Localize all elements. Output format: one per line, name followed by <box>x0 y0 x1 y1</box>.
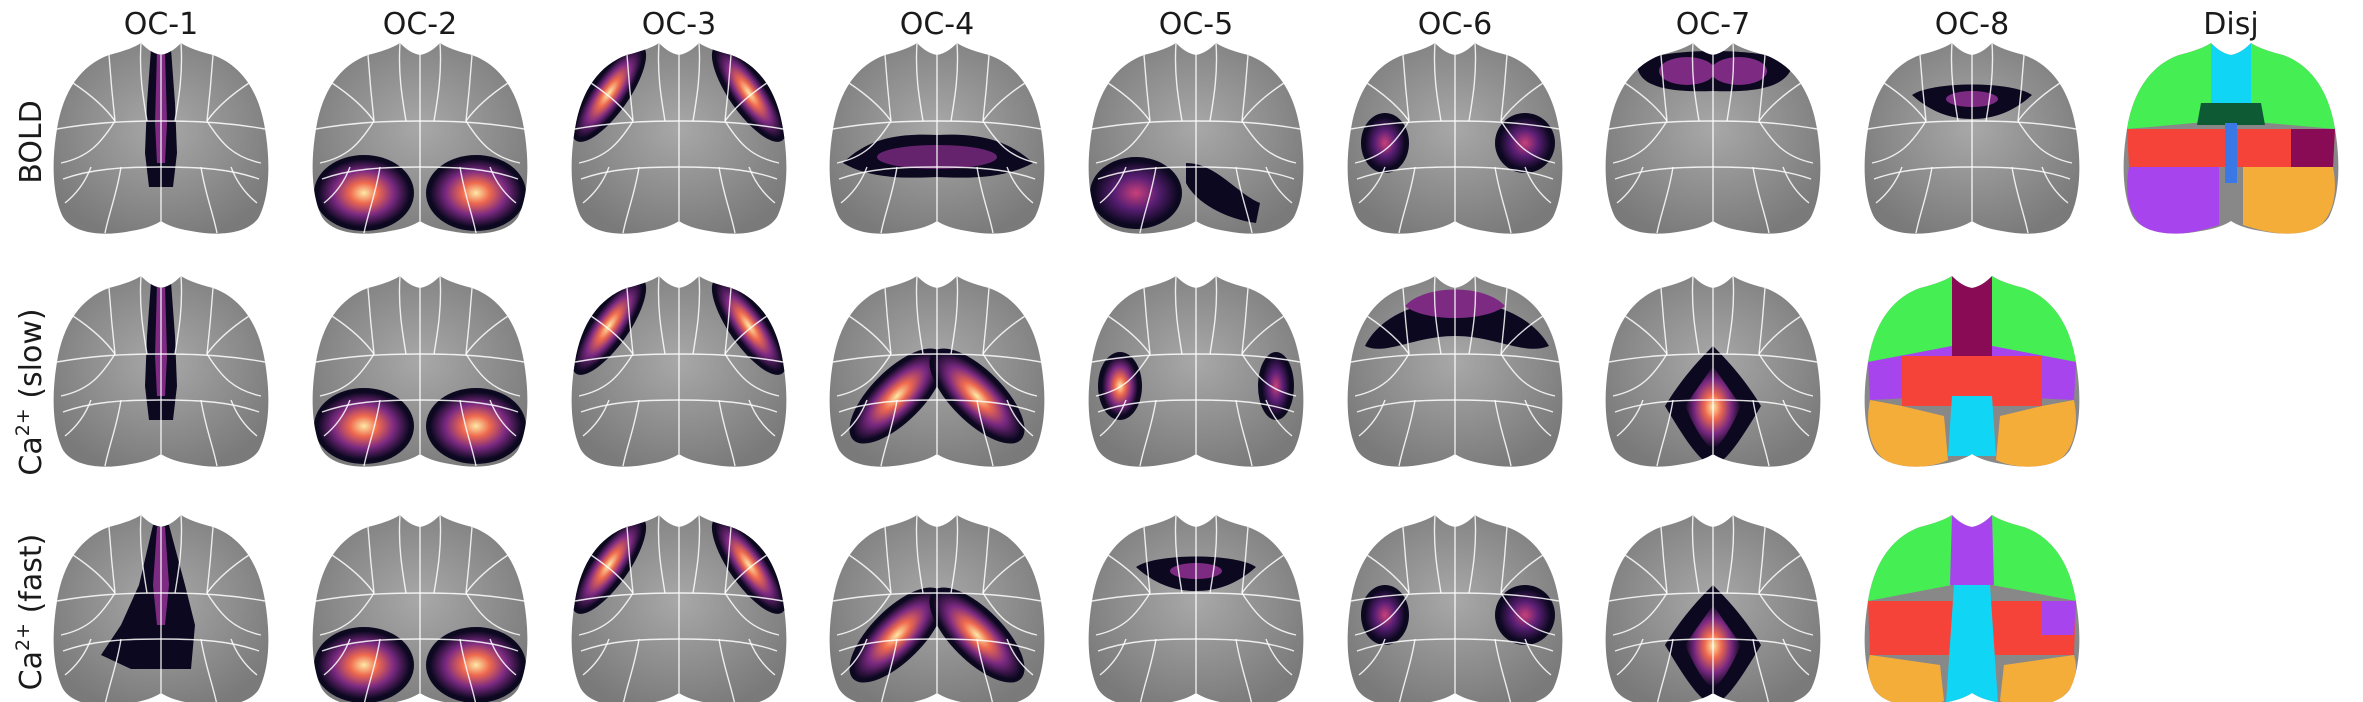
column-title-oc-4: OC-4 <box>900 7 974 42</box>
row-label-ca-fast-main: Ca <box>14 651 49 690</box>
component-map <box>1350 515 1560 702</box>
column-title-oc-1: OC-1 <box>124 7 198 42</box>
brain-map-r3-c8 <box>1864 515 2080 702</box>
component-map <box>2127 43 2335 234</box>
component-map <box>56 43 266 234</box>
brain-map-r3-c6 <box>1347 515 1563 702</box>
component-map <box>314 515 526 702</box>
row-label-ca-fast-sup: 2+ <box>12 623 34 651</box>
component-map <box>1091 276 1301 467</box>
component-map <box>1350 43 1560 234</box>
column-title-disj: Disj <box>2203 7 2258 42</box>
column-title-oc-2: OC-2 <box>383 7 457 42</box>
brain-map-r2-c7 <box>1605 276 1821 467</box>
brain-map-r1-c3 <box>571 43 787 234</box>
component-map <box>832 43 1042 234</box>
component-map <box>832 276 1042 467</box>
brain-map-r2-c5 <box>1088 276 1304 467</box>
column-title-oc-3: OC-3 <box>642 7 716 42</box>
brain-map-r1-c6 <box>1347 43 1563 234</box>
brain-map-r3-c3 <box>571 515 787 702</box>
brain-map-r2-c1 <box>53 276 269 467</box>
brain-map-r3-c5 <box>1088 515 1304 702</box>
row-label-ca-slow-main: Ca <box>14 436 49 475</box>
component-map <box>56 276 266 467</box>
brain-map-r2-c4 <box>829 276 1045 467</box>
brain-map-r1-c7 <box>1605 43 1821 234</box>
component-map <box>1350 276 1560 467</box>
row-label-ca-fast: Ca2+ (fast) <box>12 534 49 691</box>
component-map <box>571 276 787 467</box>
brain-map-r2-c6 <box>1347 276 1563 467</box>
brain-map-r1-c5 <box>1088 43 1304 234</box>
component-map <box>1091 515 1301 702</box>
row-label-bold-text: BOLD <box>14 100 49 183</box>
component-map <box>1608 43 1818 234</box>
brain-map-r1-c9 <box>2123 43 2339 234</box>
brain-map-r1-c4 <box>829 43 1045 234</box>
component-map <box>1867 43 2077 234</box>
component-map <box>1868 276 2076 467</box>
component-map <box>571 515 787 702</box>
brain-map-r3-c1 <box>53 515 269 702</box>
component-map <box>314 276 526 467</box>
component-map <box>314 43 526 234</box>
brain-map-r2-c8 <box>1864 276 2080 467</box>
column-titles: OC-1 OC-2 OC-3 OC-4 OC-5 OC-6 OC-7 OC-8 … <box>124 7 2259 42</box>
column-title-oc-8: OC-8 <box>1935 7 2009 42</box>
column-title-oc-5: OC-5 <box>1159 7 1233 42</box>
column-title-oc-6: OC-6 <box>1418 7 1492 42</box>
brain-map-r3-c7 <box>1605 515 1821 702</box>
row-labels: BOLD Ca2+ (slow) Ca2+ (fast) <box>12 100 49 690</box>
brain-map-r1-c2 <box>312 43 528 234</box>
row-label-ca-fast-suffix: (fast) <box>14 534 49 623</box>
component-map <box>1868 515 2076 702</box>
component-map <box>1608 276 1818 467</box>
brain-map-r3-c4 <box>829 515 1045 702</box>
column-title-oc-7: OC-7 <box>1676 7 1750 42</box>
brain-map-r3-c2 <box>312 515 528 702</box>
component-map <box>571 43 787 234</box>
component-map <box>832 515 1042 702</box>
brain-map-r1-c8 <box>1864 43 2080 234</box>
brain-map-r2-c2 <box>312 276 528 467</box>
component-map <box>1608 515 1818 702</box>
row-label-ca-slow: Ca2+ (slow) <box>12 308 49 475</box>
component-map <box>1090 43 1301 234</box>
component-map <box>56 515 266 702</box>
row-label-bold: BOLD <box>14 100 49 183</box>
brain-panels <box>53 43 2339 702</box>
row-label-ca-slow-sup: 2+ <box>12 408 34 436</box>
brain-map-r2-c3 <box>571 276 787 467</box>
row-label-ca-slow-suffix: (slow) <box>14 308 49 408</box>
brain-map-r1-c1 <box>53 43 269 234</box>
